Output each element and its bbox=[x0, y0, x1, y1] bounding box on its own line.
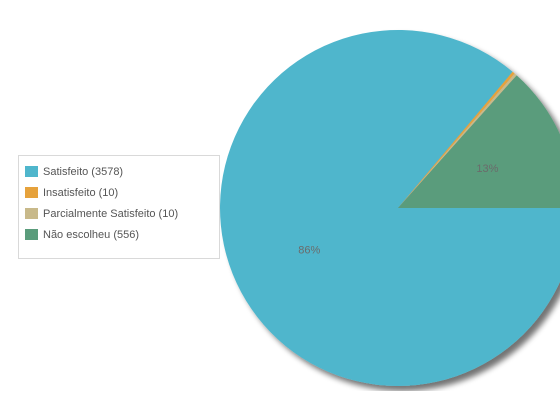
pie-slice-satisfeito[interactable] bbox=[220, 30, 560, 386]
legend-swatch-parcialmente-satisfeito bbox=[25, 208, 38, 219]
legend-swatch-nao-escolheu bbox=[25, 229, 38, 240]
legend-swatch-satisfeito bbox=[25, 166, 38, 177]
legend-swatch-insatisfeito bbox=[25, 187, 38, 198]
pie-slice-insatisfeito[interactable] bbox=[398, 71, 515, 208]
pie-slice-nao-escolheu[interactable] bbox=[398, 75, 560, 208]
legend-label-satisfeito: Satisfeito (3578) bbox=[43, 165, 124, 178]
legend-item-satisfeito[interactable]: Satisfeito (3578) bbox=[25, 161, 213, 182]
legend-item-nao-escolheu[interactable]: Não escolheu (556) bbox=[25, 224, 213, 245]
legend-label-nao-escolheu: Não escolheu (556) bbox=[43, 228, 140, 241]
slice-label-satisfeito: 86% bbox=[298, 244, 320, 256]
pie-slice-parcialmente-satisfeito[interactable] bbox=[398, 73, 517, 208]
legend-item-insatisfeito[interactable]: Insatisfeito (10) bbox=[25, 182, 213, 203]
legend-item-parcialmente-satisfeito[interactable]: Parcialmente Satisfeito (10) bbox=[25, 203, 213, 224]
legend-label-insatisfeito: Insatisfeito (10) bbox=[43, 186, 119, 199]
legend-label-parcialmente-satisfeito: Parcialmente Satisfeito (10) bbox=[43, 207, 179, 220]
slice-label-nao-escolheu: 13% bbox=[476, 163, 498, 175]
chart-legend: Satisfeito (3578) Insatisfeito (10) Parc… bbox=[18, 155, 220, 259]
